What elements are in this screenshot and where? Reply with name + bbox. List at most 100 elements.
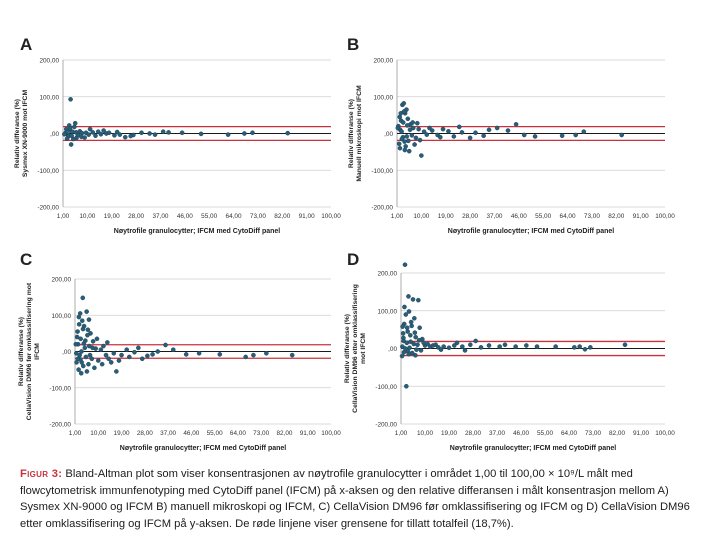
y-axis-label: Relativ differanse (%) xyxy=(344,314,351,383)
y-tick-label: 200,00 xyxy=(51,277,71,284)
data-point xyxy=(163,342,168,348)
data-point xyxy=(440,126,446,132)
x-tick-label: 10,00 xyxy=(417,430,433,437)
data-point xyxy=(402,262,408,267)
data-point xyxy=(264,351,269,356)
data-point xyxy=(401,335,406,341)
x-tick-label: 64,00 xyxy=(226,213,242,220)
data-point xyxy=(98,347,104,352)
data-point xyxy=(81,341,87,346)
x-axis-label: Nøytrofile granulocytter; IFCM med CytoD… xyxy=(120,445,287,452)
data-point xyxy=(534,344,540,349)
data-point xyxy=(521,132,527,138)
data-point xyxy=(69,133,74,139)
data-point xyxy=(127,354,132,360)
y-tick-label: -200,00 xyxy=(371,205,393,212)
data-point xyxy=(513,122,519,127)
data-point xyxy=(400,324,405,329)
x-tick-label: 64,00 xyxy=(560,213,576,220)
data-point xyxy=(407,345,412,351)
data-point xyxy=(250,130,255,136)
x-tick-label: 100,00 xyxy=(655,213,675,220)
y-tick-label: ,00 xyxy=(62,349,71,356)
data-point xyxy=(75,329,80,334)
data-point xyxy=(79,318,85,323)
data-point xyxy=(404,325,410,331)
data-point xyxy=(73,341,79,347)
data-point xyxy=(101,128,106,133)
x-tick-label: 37,00 xyxy=(486,213,502,220)
x-tick-label: 55,00 xyxy=(207,430,223,437)
x-tick-label: 73,00 xyxy=(584,213,600,220)
data-point xyxy=(103,352,109,358)
data-point xyxy=(462,348,468,353)
y-axis-label: mot IFCM xyxy=(360,333,367,364)
y-axis-label: CellaVision DM96 før omklassifisering mo… xyxy=(26,282,33,420)
data-point xyxy=(108,360,114,365)
data-point xyxy=(62,131,67,137)
y-tick-label: -200,00 xyxy=(375,422,397,429)
data-point xyxy=(410,120,416,125)
data-point xyxy=(82,135,87,140)
data-point xyxy=(106,356,111,362)
data-point xyxy=(76,314,82,320)
data-point xyxy=(409,323,414,329)
x-tick-label: 73,00 xyxy=(250,213,266,220)
data-point xyxy=(89,356,95,362)
x-tick-label: 28,00 xyxy=(462,213,478,220)
data-point xyxy=(419,153,424,158)
data-point xyxy=(86,361,91,367)
data-point xyxy=(427,125,432,131)
x-tick-label: 55,00 xyxy=(201,213,217,220)
data-point xyxy=(406,351,412,357)
data-point xyxy=(473,338,478,344)
data-point xyxy=(502,342,508,348)
data-point xyxy=(406,309,412,314)
data-point xyxy=(446,345,452,351)
data-point xyxy=(416,337,422,343)
y-tick-label: -100,00 xyxy=(371,168,393,175)
data-point xyxy=(505,128,511,133)
data-point xyxy=(68,97,73,102)
data-point xyxy=(114,369,119,374)
y-tick-label: -100,00 xyxy=(375,384,397,391)
x-tick-label: 100,00 xyxy=(655,430,675,437)
data-point xyxy=(74,334,80,340)
x-tick-label: 100,00 xyxy=(321,430,341,437)
data-point xyxy=(183,352,189,357)
data-point xyxy=(412,330,418,335)
data-point xyxy=(139,356,145,362)
data-point xyxy=(424,132,430,137)
y-axis-label: IFCM xyxy=(34,343,41,360)
data-point xyxy=(72,120,78,126)
data-point xyxy=(413,352,418,358)
data-point xyxy=(416,126,421,132)
data-point xyxy=(111,351,117,356)
data-point xyxy=(417,325,422,331)
data-point xyxy=(441,344,446,349)
data-point xyxy=(399,129,404,134)
data-point xyxy=(408,339,413,345)
x-tick-label: 46,00 xyxy=(183,430,199,437)
data-point xyxy=(573,132,578,138)
y-tick-label: 200,00 xyxy=(377,271,397,278)
data-point xyxy=(136,345,141,351)
data-point xyxy=(152,132,158,137)
data-point xyxy=(72,124,77,130)
panel-letter: D xyxy=(347,250,359,269)
data-point xyxy=(84,369,90,374)
data-point xyxy=(481,133,486,139)
data-point xyxy=(105,340,110,345)
data-point xyxy=(87,352,93,358)
data-point xyxy=(415,120,420,126)
data-point xyxy=(577,344,582,349)
y-tick-label: 100,00 xyxy=(51,313,71,320)
y-axis-label: CellaVision DM96 etter omklassifisering xyxy=(352,284,359,413)
data-point xyxy=(84,309,89,314)
data-point xyxy=(421,129,427,134)
x-tick-label: 1,00 xyxy=(57,213,70,220)
data-point xyxy=(86,132,92,137)
x-tick-label: 1,00 xyxy=(395,430,408,437)
data-point xyxy=(170,347,176,352)
data-point xyxy=(85,327,91,333)
